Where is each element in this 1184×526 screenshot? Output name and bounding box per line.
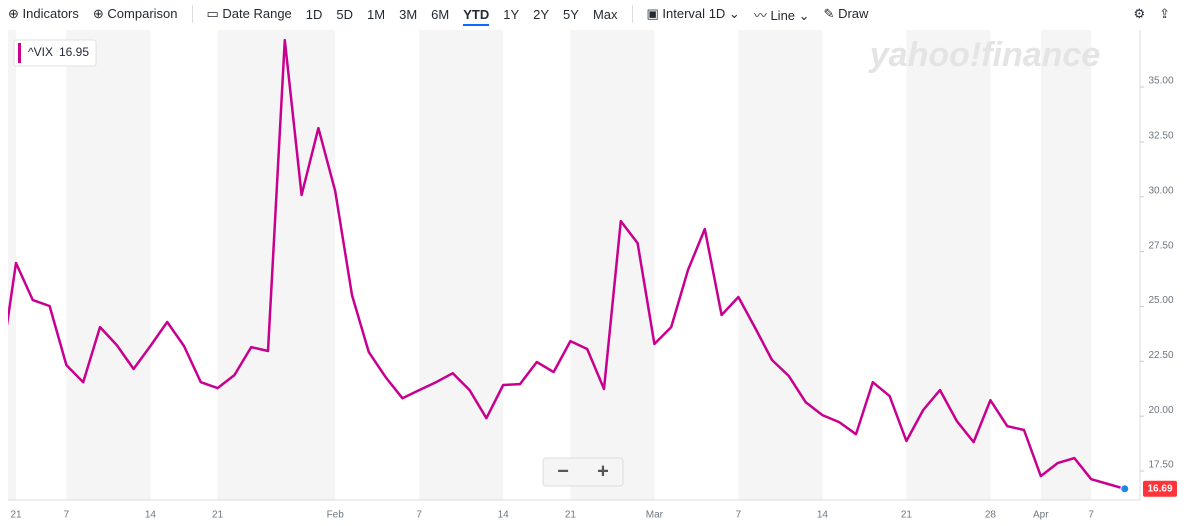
band	[8, 30, 16, 500]
zoom-box	[542, 457, 624, 487]
series-line	[8, 38, 1126, 491]
x-tick-label: Feb	[327, 510, 345, 521]
x-tick-label: 21	[10, 510, 22, 521]
last-price-tag	[1143, 480, 1177, 497]
x-tick-label: 14	[145, 510, 157, 521]
separator	[631, 5, 633, 23]
comparison-button[interactable]: ⊕ Comparison	[92, 6, 178, 21]
zoom-in[interactable]: +	[597, 460, 609, 482]
last-price-label: 16.69	[1147, 483, 1172, 494]
legend-box	[13, 39, 97, 67]
share-button[interactable]: ⇪	[1159, 6, 1170, 21]
x-tick-label: 14	[817, 510, 829, 521]
legend-swatch	[18, 43, 21, 63]
interval-label: Interval	[662, 6, 706, 21]
x-tick-label: 14	[498, 510, 510, 521]
band	[906, 30, 991, 500]
range-button[interactable]: 1Y	[503, 6, 520, 22]
band	[217, 30, 336, 500]
range-button[interactable]: 6M	[431, 6, 450, 22]
date-range-label: Date Range	[222, 6, 292, 21]
range-button[interactable]: 1D	[305, 6, 323, 22]
zoom-out[interactable]: −	[557, 460, 569, 482]
separator	[191, 5, 193, 23]
y-tick-label: 27.50	[1148, 240, 1173, 251]
y-tick-label: 35.00	[1148, 76, 1173, 87]
x-tick-label: 7	[1088, 510, 1094, 521]
range-button[interactable]: Max	[592, 6, 618, 22]
x-tick-label: 7	[64, 510, 70, 521]
last-point	[1120, 484, 1130, 494]
watermark: yahoo!finance	[868, 36, 1100, 74]
range-button[interactable]: 5Y	[563, 6, 579, 22]
y-tick-label: 25.00	[1148, 295, 1173, 306]
range-button[interactable]: 5D	[336, 6, 354, 22]
legend-value: 16.95	[59, 45, 89, 59]
x-tick-label: Apr	[1033, 510, 1049, 521]
x-tick-label: 28	[985, 510, 997, 521]
y-tick-label: 30.00	[1148, 185, 1173, 196]
legend: ^VIX 16.95	[13, 39, 97, 67]
toolbar: ⊕ Indicators ⊕ Comparison ▭ Date Range 1…	[0, 0, 1184, 28]
x-tick-label: Mar	[646, 510, 664, 521]
date-range-button[interactable]: ▭ Date Range	[206, 6, 292, 21]
band	[419, 30, 504, 500]
draw-label: Draw	[838, 6, 869, 21]
x-tick-label: 7	[416, 510, 422, 521]
draw-button[interactable]: ✎ Draw	[823, 6, 869, 21]
chart-style-button[interactable]: 〰 Line ⌄	[753, 7, 810, 23]
indicators-button[interactable]: ⊕ Indicators	[8, 6, 79, 21]
x-tick-label: 7	[736, 510, 742, 521]
indicators-label: Indicators	[22, 6, 79, 21]
interval-button[interactable]: ▣ Interval 1D ⌄	[646, 6, 740, 21]
x-tick-label: 21	[565, 510, 577, 521]
band	[1040, 30, 1092, 500]
range-button[interactable]: 2Y	[533, 6, 550, 22]
y-tick-label: 20.00	[1148, 405, 1173, 416]
x-tick-label: 21	[901, 510, 913, 521]
range-button[interactable]: YTD	[463, 6, 490, 26]
band	[66, 30, 151, 500]
range-button[interactable]: 1M	[367, 6, 386, 22]
interval-value: 1D	[708, 6, 726, 21]
range-button[interactable]: 3M	[399, 6, 418, 22]
zoom-controls: − +	[542, 457, 624, 487]
y-tick-label: 32.50	[1148, 131, 1173, 142]
x-tick-label: 21	[212, 510, 224, 521]
range-group: 1D 5D 1M 3M 6M YTD 1Y 2Y 5Y Max	[305, 6, 632, 26]
chart-style-label: Line	[770, 7, 796, 23]
settings-button[interactable]: ⚙	[1133, 6, 1146, 21]
band	[738, 30, 823, 500]
y-tick-label: 22.50	[1148, 350, 1173, 361]
legend-name: ^VIX	[28, 45, 53, 59]
y-tick-label: 17.50	[1148, 460, 1173, 471]
comparison-label: Comparison	[107, 6, 178, 21]
